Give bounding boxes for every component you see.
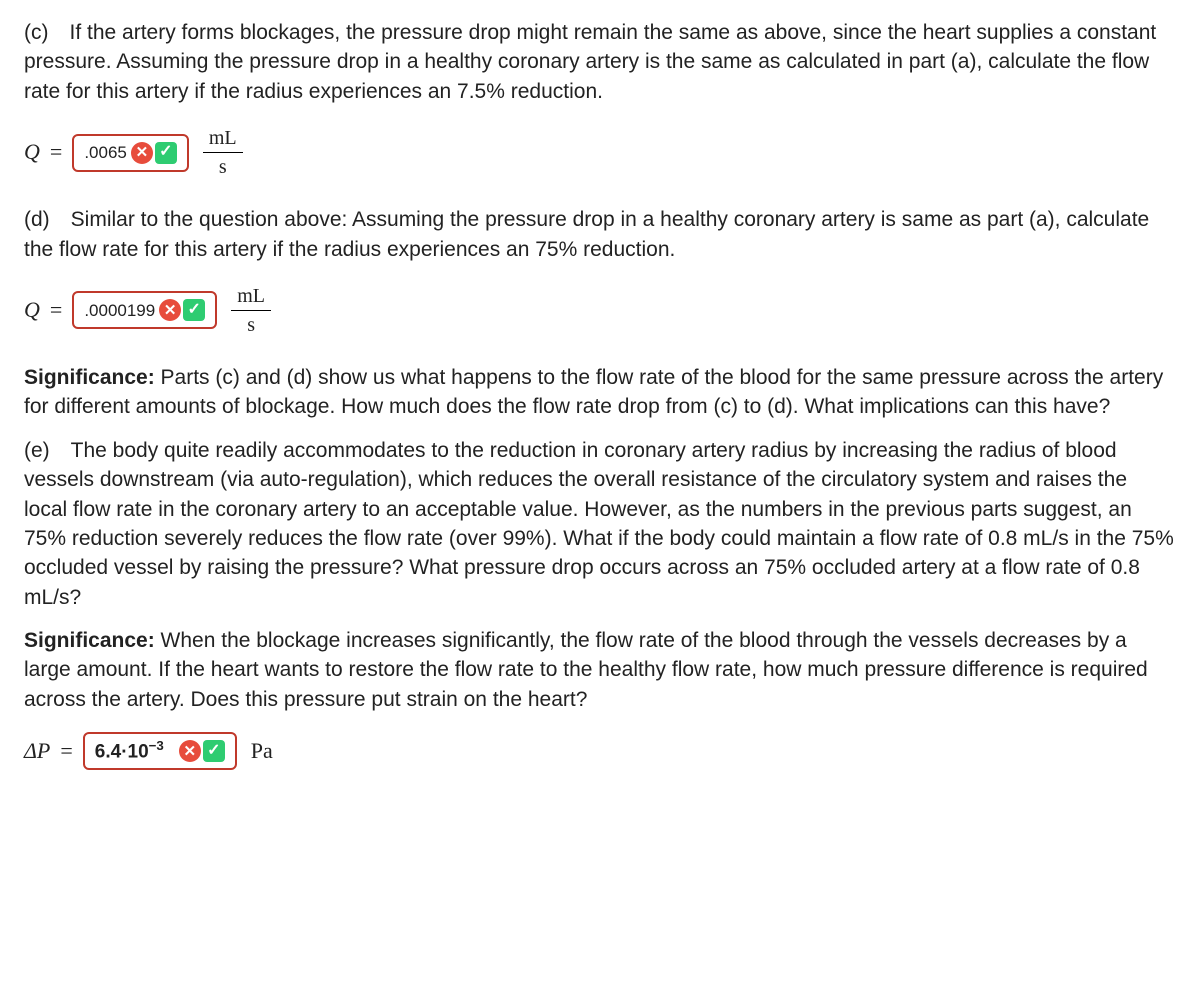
wrong-icon: ✕ <box>131 142 153 164</box>
var-q-c: Q <box>24 137 40 168</box>
input-e-base: 6.4·10 <box>95 741 149 762</box>
part-e-text: (e) The body quite readily accommodates … <box>24 436 1176 612</box>
attempt-icon: ✓ <box>203 740 225 762</box>
sig2-label: Significance: <box>24 629 155 652</box>
input-c-value: .0065 <box>84 141 127 165</box>
input-e-value: 6.4·10−3 <box>95 737 175 766</box>
part-c-text: (c) If the artery forms blockages, the p… <box>24 18 1176 106</box>
unit-c: mL s <box>203 124 243 181</box>
var-dp: ΔP <box>24 736 50 767</box>
attempt-icon: ✓ <box>183 299 205 321</box>
unit-d-den: s <box>241 311 261 339</box>
input-d[interactable]: .0000199 ✕ ✓ <box>72 291 217 329</box>
eq-d: = <box>50 295 62 326</box>
eq-e: = <box>60 736 72 767</box>
unit-e: Pa <box>251 736 273 767</box>
wrong-icon: ✕ <box>179 740 201 762</box>
var-q-d: Q <box>24 295 40 326</box>
input-e-exp: −3 <box>149 738 164 753</box>
sig1-label: Significance: <box>24 366 155 389</box>
unit-c-num: mL <box>203 124 243 153</box>
unit-d: mL s <box>231 282 271 339</box>
input-e[interactable]: 6.4·10−3 ✕ ✓ <box>83 732 237 770</box>
wrong-icon: ✕ <box>159 299 181 321</box>
significance-2: Significance: When the blockage increase… <box>24 626 1176 714</box>
unit-c-den: s <box>213 153 233 181</box>
eq-c: = <box>50 137 62 168</box>
sig1-text: Parts (c) and (d) show us what happens t… <box>24 366 1163 418</box>
input-d-value: .0000199 <box>84 299 155 323</box>
attempt-icon: ✓ <box>155 142 177 164</box>
input-c[interactable]: .0065 ✕ ✓ <box>72 134 189 172</box>
sig2-text: When the blockage increases significantl… <box>24 629 1148 711</box>
significance-1: Significance: Parts (c) and (d) show us … <box>24 363 1176 422</box>
part-c-answer: Q = .0065 ✕ ✓ mL s <box>24 124 1176 181</box>
part-d-text: (d) Similar to the question above: Assum… <box>24 205 1176 264</box>
unit-d-num: mL <box>231 282 271 311</box>
part-e-answer: ΔP = 6.4·10−3 ✕ ✓ Pa <box>24 732 1176 770</box>
part-d-answer: Q = .0000199 ✕ ✓ mL s <box>24 282 1176 339</box>
